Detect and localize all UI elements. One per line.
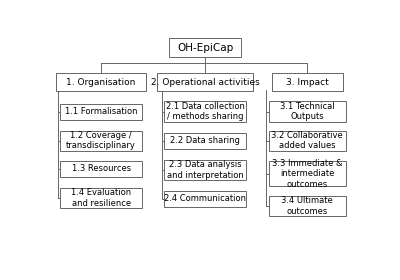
Text: 2.2 Data sharing: 2.2 Data sharing [170,136,240,145]
Text: 3.4 Ultimate
outcomes: 3.4 Ultimate outcomes [282,196,333,216]
Text: 3.3 Immediate &
intermediate
outcomes: 3.3 Immediate & intermediate outcomes [272,159,342,189]
FancyBboxPatch shape [60,161,142,177]
Text: 3.2 Collaborative
added values: 3.2 Collaborative added values [272,131,343,150]
Text: 2.4 Communication: 2.4 Communication [164,195,246,204]
FancyBboxPatch shape [164,101,246,122]
Text: OH-EpiCap: OH-EpiCap [177,43,233,53]
FancyBboxPatch shape [60,130,142,151]
Text: 1.1 Formalisation: 1.1 Formalisation [65,107,138,116]
Text: 3.1 Technical
Outputs: 3.1 Technical Outputs [280,102,335,121]
Text: 1.3 Resources: 1.3 Resources [72,164,131,173]
FancyBboxPatch shape [272,73,343,91]
FancyBboxPatch shape [157,73,253,91]
FancyBboxPatch shape [164,160,246,180]
FancyBboxPatch shape [164,133,246,149]
Text: 2.1 Data collection
/ methods sharing: 2.1 Data collection / methods sharing [166,102,244,121]
FancyBboxPatch shape [56,73,146,91]
Text: 2. Operational activities: 2. Operational activities [151,78,259,87]
FancyBboxPatch shape [268,161,346,186]
FancyBboxPatch shape [60,104,142,120]
FancyBboxPatch shape [60,188,142,208]
Text: 1. Organisation: 1. Organisation [66,78,136,87]
FancyBboxPatch shape [268,101,346,122]
Text: 1.4 Evaluation
and resilience: 1.4 Evaluation and resilience [71,188,131,207]
Text: 3. Impact: 3. Impact [286,78,329,87]
FancyBboxPatch shape [268,196,346,216]
Text: 1.2 Coverage /
transdisciplinary: 1.2 Coverage / transdisciplinary [66,131,136,150]
FancyBboxPatch shape [169,38,241,57]
FancyBboxPatch shape [164,191,246,207]
Text: 2.3 Data analysis
and interpretation: 2.3 Data analysis and interpretation [167,160,243,179]
FancyBboxPatch shape [268,130,346,151]
